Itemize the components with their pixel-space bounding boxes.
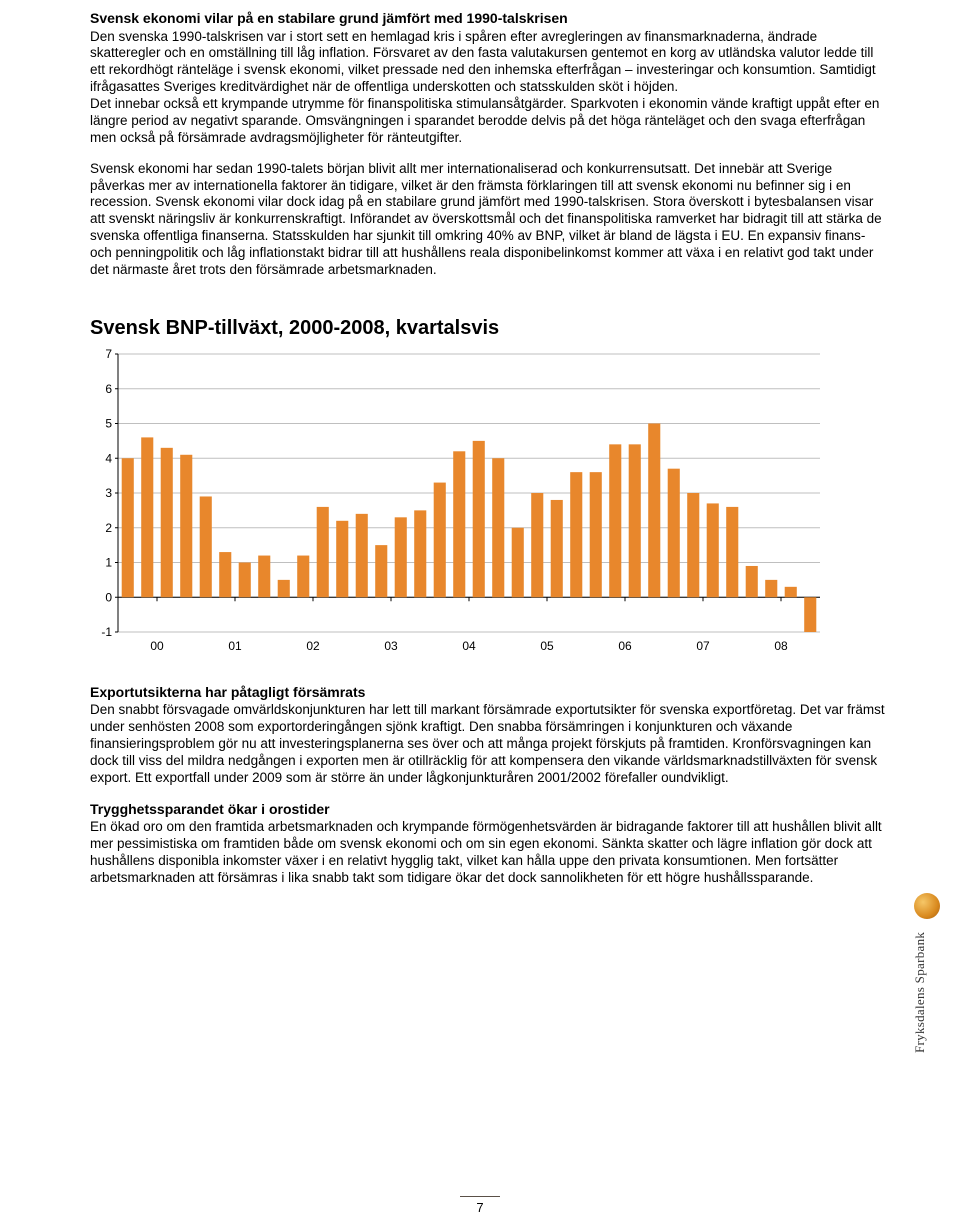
svg-text:02: 02 bbox=[306, 639, 320, 653]
svg-text:05: 05 bbox=[540, 639, 554, 653]
svg-text:0: 0 bbox=[105, 590, 112, 604]
svg-text:08: 08 bbox=[774, 639, 788, 653]
svg-text:07: 07 bbox=[696, 639, 710, 653]
svg-text:01: 01 bbox=[228, 639, 242, 653]
svg-text:00: 00 bbox=[150, 639, 164, 653]
section1-p2: Det innebar också ett krympande utrymme … bbox=[90, 96, 890, 147]
section2-title: Exportutsikterna har påtagligt försämrat… bbox=[90, 684, 890, 702]
svg-text:2: 2 bbox=[105, 521, 112, 535]
brand-logo: Fryksdalens Sparbank bbox=[912, 893, 942, 1063]
svg-text:5: 5 bbox=[105, 416, 112, 430]
page-number: 7 bbox=[0, 1196, 960, 1215]
svg-text:4: 4 bbox=[105, 451, 112, 465]
svg-text:-1: -1 bbox=[101, 625, 112, 639]
svg-text:6: 6 bbox=[105, 382, 112, 396]
svg-text:06: 06 bbox=[618, 639, 632, 653]
svg-text:04: 04 bbox=[462, 639, 476, 653]
svg-text:7: 7 bbox=[105, 347, 112, 361]
brand-logo-text: Fryksdalens Sparbank bbox=[912, 925, 928, 1060]
section3-title: Trygghetssparandet ökar i orostider bbox=[90, 801, 890, 819]
brand-logo-icon bbox=[914, 893, 940, 919]
svg-text:03: 03 bbox=[384, 639, 398, 653]
section1-p3: Svensk ekonomi har sedan 1990-talets bör… bbox=[90, 161, 890, 279]
svg-text:3: 3 bbox=[105, 486, 112, 500]
svg-text:1: 1 bbox=[105, 555, 112, 569]
section2-p1: Den snabbt försvagade omvärldskonjunktur… bbox=[90, 702, 890, 786]
section1-title: Svensk ekonomi vilar på en stabilare gru… bbox=[90, 10, 890, 28]
gdp-chart: -101234567000102030405060708 bbox=[90, 346, 830, 656]
section1-p1: Den svenska 1990-talskrisen var i stort … bbox=[90, 29, 890, 97]
chart-title: Svensk BNP-tillväxt, 2000-2008, kvartals… bbox=[90, 317, 890, 340]
section3-p1: En ökad oro om den framtida arbetsmarkna… bbox=[90, 819, 890, 887]
